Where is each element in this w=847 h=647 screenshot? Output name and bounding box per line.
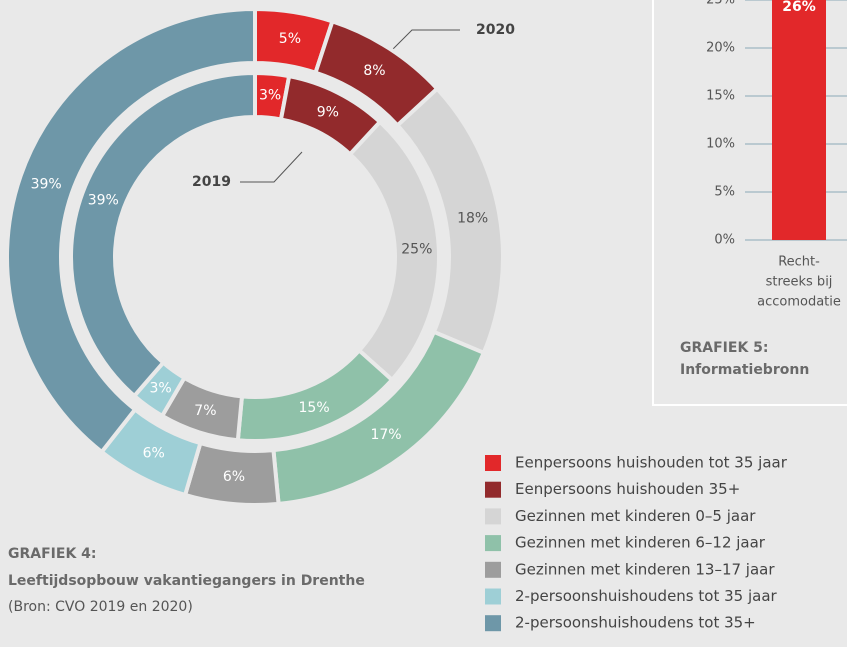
legend-swatch <box>485 455 501 471</box>
data-label: 9% <box>317 104 339 120</box>
chart-title: GRAFIEK 4: <box>8 546 97 562</box>
data-label: 8% <box>363 63 385 79</box>
data-label: 25% <box>401 241 432 257</box>
donut-segment <box>69 70 257 399</box>
data-label: 6% <box>223 469 245 485</box>
leader-line <box>240 151 303 183</box>
donut-segment <box>5 6 257 455</box>
y-tick-label: 10% <box>706 137 735 152</box>
source: (Bron: CVO 2019 en 2020) <box>8 599 193 615</box>
y-tick-label: 25% <box>706 0 735 8</box>
y-tick-label: 5% <box>714 185 735 200</box>
annotation: 2019 <box>192 174 231 190</box>
legend-label: 2-persoonshuishoudens tot 35 jaar <box>515 587 778 605</box>
data-label: 39% <box>31 177 62 193</box>
data-label: 39% <box>88 192 119 208</box>
legend-label: Eenpersoons huishouden tot 35 jaar <box>515 454 788 472</box>
legend-swatch <box>485 588 501 605</box>
y-tick-label: 0% <box>714 233 735 248</box>
x-tick-label: streeks bij <box>766 275 833 290</box>
bar <box>772 0 826 241</box>
data-label: 17% <box>370 427 401 443</box>
legend-swatch <box>485 508 501 525</box>
data-label: 26% <box>782 0 816 15</box>
legend-label: Gezinnen met kinderen 0–5 jaar <box>515 507 756 525</box>
data-label: 3% <box>259 88 281 104</box>
data-label: 3% <box>149 381 171 397</box>
data-label: 15% <box>299 400 330 416</box>
data-label: 7% <box>194 403 216 419</box>
y-tick-label: 15% <box>706 89 735 104</box>
annotation: 2020 <box>476 22 515 38</box>
legend-label: Eenpersoons huishouden 35+ <box>515 480 740 498</box>
legend-label: Gezinnen met kinderen 6–12 jaar <box>515 534 766 552</box>
y-tick-label: 20% <box>706 41 735 56</box>
data-label: 5% <box>279 31 301 47</box>
chart-subtitle: Informatiebronn <box>680 362 809 378</box>
legend-label: 2-persoonshuishoudens tot 35+ <box>515 614 756 632</box>
data-label: 6% <box>143 445 165 461</box>
x-tick-label: Recht- <box>778 255 820 270</box>
legend-swatch <box>485 481 501 498</box>
x-tick-label: accomodatie <box>757 295 841 310</box>
chart-title: GRAFIEK 5: <box>680 340 769 356</box>
panel-border <box>652 0 847 406</box>
legend-swatch <box>485 561 501 578</box>
data-label: 18% <box>457 211 488 227</box>
legend-swatch <box>485 615 501 632</box>
legend-swatch <box>485 535 501 552</box>
legend-label: Gezinnen met kinderen 13–17 jaar <box>515 560 775 578</box>
chart-subtitle: Leeftijdsopbouw vakantiegangers in Drent… <box>8 573 365 589</box>
